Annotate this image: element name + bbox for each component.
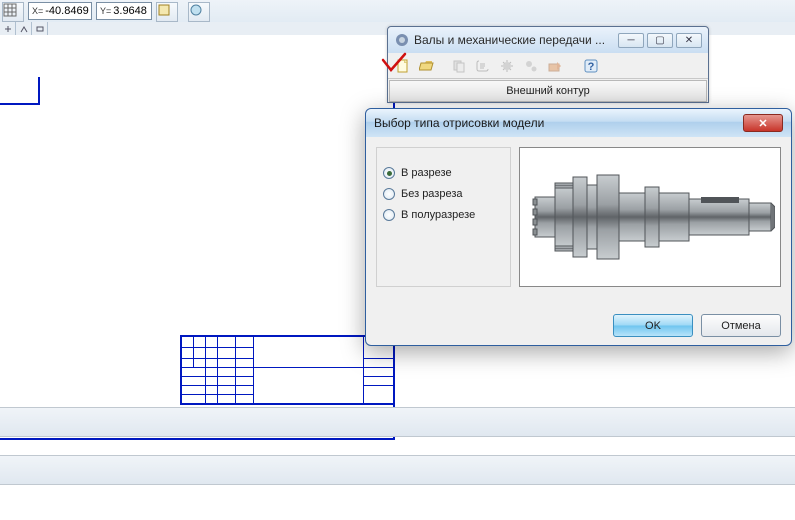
coord-x-value: -40.8469 [45,5,88,17]
coord-y-label: Y= [100,6,111,16]
radio-icon [383,167,395,179]
open-icon[interactable] [416,55,438,77]
tool-grid-icon[interactable] [2,2,24,22]
gear-icon [496,55,518,77]
dialog-titlebar[interactable]: Выбор типа отрисовки модели ✕ [366,109,791,137]
help-icon[interactable]: ? [580,55,602,77]
minimize-button[interactable]: ─ [618,33,644,48]
svg-text:?: ? [588,61,595,73]
ruler-btn-2[interactable] [16,22,32,35]
render-options-group: В разрезе Без разреза В полуразрезе [376,147,511,287]
dialog-close-button[interactable]: ✕ [743,114,783,132]
ok-button[interactable]: OK [613,314,693,337]
divider-strip-1 [0,407,795,437]
drawing-corner [0,77,40,105]
shafts-panel: Валы и механические передачи ... ─ ▢ ✕ ?… [387,26,709,103]
radio-label: В полуразрезе [401,209,475,221]
shafts-panel-icon [394,32,410,48]
radio-no-section[interactable]: Без разреза [383,188,504,200]
radio-icon [383,188,395,200]
contour-row[interactable]: Внешний контур [389,80,707,102]
gears-icon [520,55,542,77]
radio-icon [383,209,395,221]
coord-y-field[interactable]: Y=3.9648 [96,2,152,20]
coord-y-value: 3.9648 [113,5,147,17]
radio-label: Без разреза [401,188,463,200]
close-button[interactable]: ✕ [676,33,702,48]
contour-label: Внешний контур [506,85,590,97]
shafts-toolbar: ? [388,53,708,79]
new-icon[interactable] [392,55,414,77]
coord-x-label: X= [32,6,43,16]
shaft-preview [519,147,781,287]
tool-a-icon[interactable] [156,2,178,22]
export-icon [544,55,566,77]
shafts-panel-title: Валы и механические передачи ... [414,33,618,47]
script-icon [472,55,494,77]
cancel-button[interactable]: Отмена [701,314,781,337]
dialog-title: Выбор типа отрисовки модели [374,116,743,130]
coord-x-field[interactable]: X=-40.8469 [28,2,92,20]
divider-strip-2 [0,455,795,485]
shaft-illustration [525,157,775,277]
copy-icon [448,55,470,77]
tool-b-icon[interactable] [188,2,210,22]
maximize-button[interactable]: ▢ [647,33,673,48]
ruler-btn-3[interactable] [32,22,48,35]
radio-half-section[interactable]: В полуразрезе [383,209,504,221]
shafts-panel-titlebar[interactable]: Валы и механические передачи ... ─ ▢ ✕ [388,27,708,53]
render-type-dialog: Выбор типа отрисовки модели ✕ В разрезе … [365,108,792,346]
ruler-btn-1[interactable] [0,22,16,35]
radio-section-view[interactable]: В разрезе [383,167,504,179]
title-block [180,335,395,405]
radio-label: В разрезе [401,167,452,179]
